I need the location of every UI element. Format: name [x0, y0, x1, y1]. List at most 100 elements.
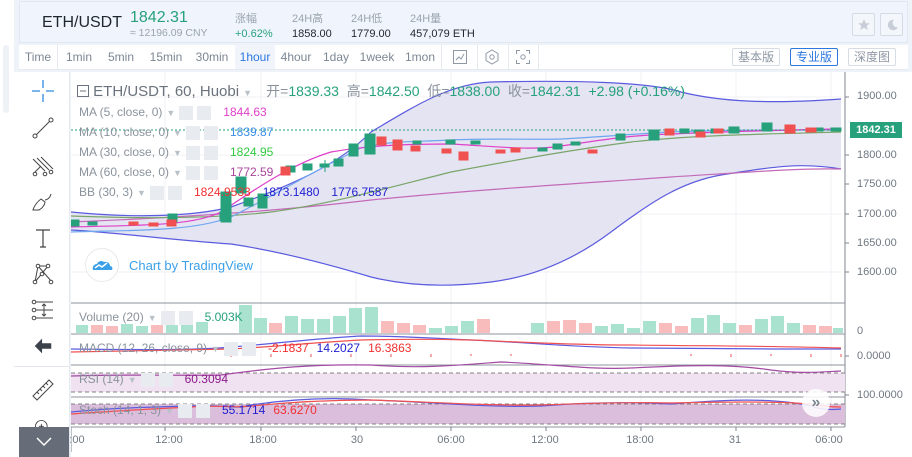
close-icon[interactable]: [167, 185, 182, 200]
last-price: 1842.31: [130, 9, 188, 26]
stat-24h-volume: 24H量 457,079 ETH: [410, 13, 475, 40]
interval-toolbar: Time 1min 5min 15min 30min 1hour 4hour 1…: [19, 45, 908, 70]
page-scrollbar[interactable]: [3, 45, 9, 113]
tradingview-watermark[interactable]: Chart by TradingView: [85, 248, 253, 282]
toolbar-divider: [14, 366, 70, 367]
study-bb[interactable]: BB (30, 3) ▼ 1824.9533 1873.1480 1776.7587: [79, 185, 389, 200]
study-macd[interactable]: MACD (12, 26, close, 9) ▼ -2.1837 14.2027 16…: [79, 341, 412, 356]
time-label: 12:00: [155, 434, 183, 446]
pitchfork-icon[interactable]: [29, 152, 57, 180]
stat-change: 涨幅 +0.62%: [235, 13, 273, 40]
settings-icon[interactable]: [223, 341, 238, 356]
interval-1week[interactable]: 1week: [359, 50, 395, 64]
study-volume[interactable]: Volume (20) ▼ 5.003K: [79, 310, 243, 325]
settings-icon[interactable]: [149, 185, 164, 200]
version-basic-button[interactable]: 基本版: [732, 48, 781, 66]
brush-icon[interactable]: [29, 188, 57, 216]
collapse-toolbar-button[interactable]: [19, 427, 69, 457]
settings-icon[interactable]: [179, 105, 194, 120]
study-stoch[interactable]: Stoch (14, 1, 3) ▼ 55.1714 63.6270: [79, 403, 317, 418]
star-icon: [857, 18, 870, 30]
close-icon[interactable]: [158, 372, 173, 387]
study-ma5[interactable]: MA (5, close, 0) ▼ 1844.63: [79, 105, 267, 120]
close-icon[interactable]: [203, 165, 218, 180]
indicator-icon[interactable]: [451, 48, 469, 66]
pattern-icon[interactable]: [29, 260, 57, 288]
interval-1hour[interactable]: 1hour: [235, 45, 275, 69]
time-label: 06:00: [437, 434, 465, 446]
change-value: +2.98 (+0.16%): [588, 83, 685, 99]
version-pro-button[interactable]: 专业版: [790, 48, 839, 66]
pair-name: ETH/USDT: [42, 14, 122, 31]
close-icon[interactable]: [203, 125, 218, 140]
chart-area[interactable]: ETH/USDT, 60, Huobi ▼ 开=1839.33 高=1842.50…: [69, 72, 912, 457]
study-ma10[interactable]: MA (10, close, 0) ▼ 1839.87: [79, 125, 274, 140]
close-icon[interactable]: [241, 341, 256, 356]
favorite-button[interactable]: [852, 13, 875, 36]
interval-30min[interactable]: 30min: [195, 50, 229, 64]
interval-15min[interactable]: 15min: [149, 50, 183, 64]
candles: [71, 122, 842, 227]
volume-bars: [76, 305, 843, 333]
measure-icon[interactable]: [29, 296, 57, 324]
scroll-to-realtime-button[interactable]: »: [802, 389, 830, 417]
symbol-legend[interactable]: ETH/USDT, 60, Huobi ▼ 开=1839.33 高=1842.50…: [77, 81, 685, 101]
high-value: 1842.50: [368, 83, 420, 99]
close-icon[interactable]: [203, 145, 218, 160]
text-icon[interactable]: [29, 224, 57, 252]
settings-icon[interactable]: [185, 145, 200, 160]
close-value: 1842.31: [530, 83, 581, 99]
depth-chart-button[interactable]: 深度图: [848, 48, 897, 66]
page-left-strip: [0, 0, 14, 457]
cny-price: ≈ 12196.09 CNY: [130, 27, 208, 39]
ticker-header: ETH/USDT 1842.31 ≈ 12196.09 CNY 涨幅 +0.62%…: [19, 1, 908, 43]
double-chevron-right-icon: »: [811, 394, 821, 411]
price-label: 1700.00: [857, 208, 897, 220]
interval-time[interactable]: Time: [24, 50, 52, 64]
study-ma60[interactable]: MA (60, close, 0) ▼ 1772.59: [79, 165, 274, 180]
back-arrow-icon[interactable]: [29, 332, 57, 360]
settings-icon[interactable]: [177, 403, 192, 418]
settings-icon[interactable]: [185, 125, 200, 140]
volume-axis-label: 0: [857, 325, 864, 337]
interval-1mon[interactable]: 1mon: [404, 50, 436, 64]
time-label: :00: [69, 434, 85, 446]
screenshot-icon[interactable]: [514, 48, 532, 66]
time-label: 12:00: [531, 434, 559, 446]
price-label: 1600.00: [857, 266, 897, 278]
close-icon[interactable]: [178, 310, 193, 325]
settings-hexagon-icon[interactable]: [483, 48, 501, 66]
time-label: 30: [350, 434, 364, 446]
price-label: 1650.00: [857, 237, 897, 249]
close-icon[interactable]: [197, 105, 212, 120]
interval-1day[interactable]: 1day: [322, 50, 350, 64]
price-label: 1900.00: [857, 90, 897, 102]
time-label: 18:00: [249, 434, 277, 446]
settings-icon[interactable]: [160, 310, 175, 325]
ruler-icon[interactable]: [29, 376, 57, 404]
low-value: 1838.00: [449, 83, 501, 99]
stoch-axis-label: 100.0000: [857, 389, 903, 401]
stat-24h-low: 24H低 1779.00: [351, 13, 391, 40]
drawing-toolbar: [14, 72, 70, 457]
stat-24h-high: 24H高 1858.00: [292, 13, 332, 40]
tradingview-logo-icon: [92, 260, 113, 270]
settings-icon[interactable]: [140, 372, 155, 387]
trend-line-icon[interactable]: [29, 114, 57, 142]
time-label: 18:00: [626, 434, 654, 446]
theme-toggle-button[interactable]: [880, 13, 903, 36]
settings-icon[interactable]: [185, 165, 200, 180]
close-icon[interactable]: [195, 403, 210, 418]
time-label: 31: [728, 434, 742, 446]
study-ma30[interactable]: MA (30, close, 0) ▼ 1824.95: [79, 145, 274, 160]
interval-4hour[interactable]: 4hour: [280, 50, 312, 64]
interval-5min[interactable]: 5min: [107, 50, 134, 64]
study-rsi[interactable]: RSI (14) ▼ 60.3094: [79, 372, 228, 387]
crosshair-icon[interactable]: [29, 77, 57, 105]
chevron-down-icon: [36, 437, 52, 447]
open-value: 1839.33: [288, 83, 339, 99]
price-label: 1800.00: [857, 149, 897, 161]
price-label: 1750.00: [857, 178, 897, 190]
collapse-legend-icon[interactable]: [77, 85, 89, 97]
interval-1min[interactable]: 1min: [65, 50, 92, 64]
